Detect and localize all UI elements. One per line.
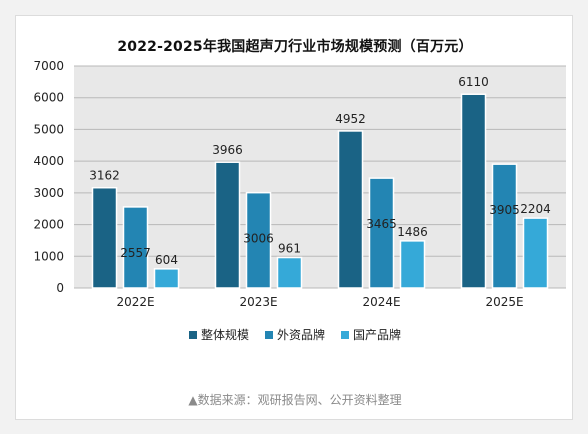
- bar-foreign: [122, 206, 149, 289]
- legend-label-foreign: 外资品牌: [276, 328, 325, 342]
- data-label: 1486: [397, 225, 428, 239]
- legend-label-total: 整体规模: [200, 328, 249, 342]
- legend-item-total: 整体规模: [188, 326, 249, 343]
- y-tick-label: 6000: [33, 91, 64, 105]
- data-label: 4952: [335, 112, 366, 126]
- bar-foreign: [491, 163, 518, 289]
- data-label: 3162: [89, 169, 120, 183]
- x-tick-label: 2025E: [485, 295, 523, 309]
- data-label: 961: [278, 242, 301, 256]
- data-source-note: ▲数据来源：观研报告网、公开资料整理: [188, 393, 402, 407]
- bar-domestic: [276, 256, 303, 289]
- bar-chart: 0 1000 2000 3000 4000 5000 6000 7000 3162 2557 604…: [33, 59, 566, 309]
- legend-swatch-domestic: [341, 330, 349, 339]
- legend-swatch-total: [188, 330, 197, 339]
- bar-total: [337, 130, 364, 289]
- chart-card: 2022-2025年我国超声刀行业市场规模预测（百万元） 0 1000 2000 30…: [15, 15, 573, 420]
- y-tick-label: 5000: [33, 122, 64, 136]
- legend: 整体规模 外资品牌 国产品牌: [16, 326, 574, 343]
- legend-item-domestic: 国产品牌: [341, 326, 401, 343]
- chart-title: 2022-2025年我国超声刀行业市场规模预测（百万元）: [117, 39, 473, 55]
- data-label: 2204: [520, 202, 551, 216]
- y-tick-label: 1000: [33, 249, 64, 263]
- bar-domestic: [522, 217, 549, 289]
- y-tick-label: 0: [56, 281, 64, 295]
- bar-total: [214, 161, 241, 289]
- data-label: 3465: [366, 217, 397, 231]
- legend-item-foreign: 外资品牌: [264, 326, 325, 343]
- bar-domestic: [153, 268, 180, 289]
- bar-foreign: [245, 191, 272, 289]
- data-label: 604: [155, 253, 178, 267]
- data-label: 2557: [120, 246, 151, 260]
- data-label: 3006: [243, 232, 274, 246]
- y-tick-label: 3000: [33, 186, 64, 200]
- bar-domestic: [399, 240, 426, 289]
- bar-foreign: [368, 177, 395, 289]
- x-tick-label: 2022E: [116, 295, 154, 309]
- y-tick-label: 7000: [33, 59, 64, 73]
- legend-swatch-foreign: [264, 330, 273, 339]
- y-tick-label: 2000: [33, 218, 64, 232]
- bar-total: [460, 93, 487, 289]
- bar-total: [91, 186, 118, 289]
- data-label: 6110: [458, 75, 489, 89]
- data-label: 3966: [212, 143, 243, 157]
- x-tick-label: 2024E: [362, 295, 400, 309]
- legend-label-domestic: 国产品牌: [353, 328, 402, 342]
- y-tick-label: 4000: [33, 154, 64, 168]
- data-label: 3905: [489, 203, 520, 217]
- x-tick-label: 2023E: [239, 295, 277, 309]
